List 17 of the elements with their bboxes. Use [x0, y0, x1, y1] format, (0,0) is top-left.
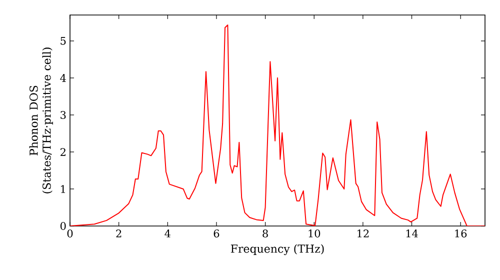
- x-tick-label: 16: [455, 230, 467, 238]
- y-tick-label: 3: [60, 110, 66, 119]
- y-tick-label: 2: [60, 148, 66, 156]
- x-tick-label: 4: [164, 230, 170, 238]
- x-tick-label: 0: [67, 230, 73, 238]
- x-tick-label: 8: [262, 230, 268, 238]
- y-tick-label: 5: [60, 37, 66, 45]
- x-tick-label: 10: [308, 230, 320, 238]
- y-tick-label: 1: [61, 185, 65, 193]
- x-axis-title: Frequency (THz): [230, 244, 324, 256]
- x-tick-label: 6: [214, 230, 220, 238]
- y-tick-label: 0: [60, 222, 66, 230]
- x-tick-label: 2: [116, 230, 122, 238]
- x-tick-label: 14: [406, 230, 418, 238]
- x-tick-label: 12: [358, 230, 369, 238]
- y-axis-title: Phonon DOS (States/THz·primitive cell): [29, 48, 53, 194]
- y-tick-label: 4: [60, 74, 66, 82]
